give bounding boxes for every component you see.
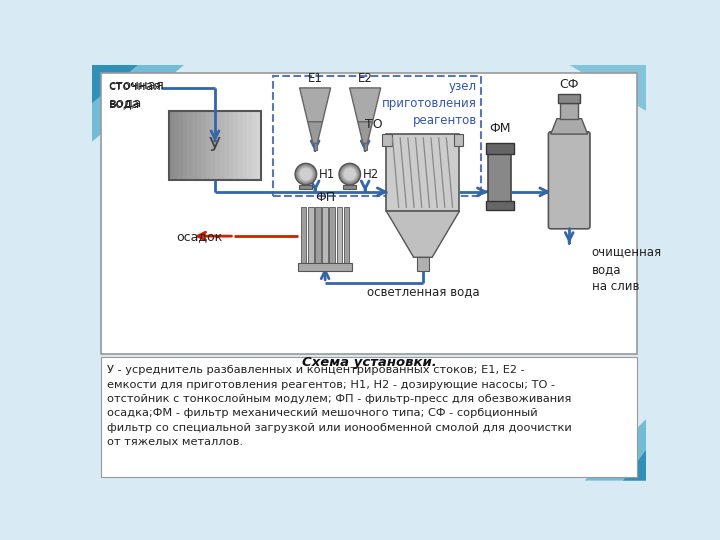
FancyBboxPatch shape	[224, 111, 230, 180]
FancyBboxPatch shape	[308, 207, 314, 265]
FancyBboxPatch shape	[315, 207, 321, 265]
Text: сточная
вода: сточная вода	[109, 79, 165, 109]
Polygon shape	[300, 88, 330, 122]
FancyBboxPatch shape	[183, 111, 188, 180]
Circle shape	[344, 168, 356, 180]
Circle shape	[342, 167, 357, 181]
FancyBboxPatch shape	[298, 264, 353, 271]
FancyBboxPatch shape	[178, 111, 184, 180]
Polygon shape	[307, 122, 323, 143]
FancyBboxPatch shape	[101, 357, 637, 477]
FancyBboxPatch shape	[187, 111, 193, 180]
FancyBboxPatch shape	[101, 72, 637, 354]
Polygon shape	[551, 119, 588, 134]
FancyBboxPatch shape	[233, 111, 239, 180]
Circle shape	[341, 166, 359, 183]
FancyBboxPatch shape	[337, 207, 342, 265]
Text: осадок: осадок	[176, 230, 222, 242]
Text: ТО: ТО	[365, 118, 382, 131]
Circle shape	[297, 165, 315, 183]
Circle shape	[296, 165, 315, 184]
Circle shape	[343, 168, 356, 180]
FancyBboxPatch shape	[206, 111, 211, 180]
Circle shape	[299, 167, 313, 181]
Text: У - усреднитель разбавленных и концентрированных стоков; E1, E2 -
емкости для пр: У - усреднитель разбавленных и концентри…	[107, 365, 572, 447]
FancyBboxPatch shape	[220, 111, 225, 180]
FancyBboxPatch shape	[215, 111, 220, 180]
FancyBboxPatch shape	[417, 257, 429, 271]
Text: Н2: Н2	[363, 167, 379, 181]
Text: Е1: Е1	[307, 72, 323, 85]
Polygon shape	[92, 65, 138, 103]
FancyBboxPatch shape	[382, 134, 392, 146]
Circle shape	[343, 167, 356, 181]
Text: ФМ: ФМ	[489, 122, 510, 135]
Polygon shape	[364, 143, 366, 150]
Text: СФ: СФ	[559, 78, 579, 91]
Polygon shape	[358, 122, 372, 143]
Circle shape	[296, 164, 316, 184]
Text: У: У	[209, 136, 221, 155]
FancyBboxPatch shape	[238, 111, 243, 180]
Text: ФП: ФП	[315, 191, 336, 204]
Circle shape	[300, 168, 312, 180]
Circle shape	[295, 164, 317, 185]
Circle shape	[341, 165, 359, 183]
FancyBboxPatch shape	[486, 201, 514, 210]
FancyBboxPatch shape	[387, 134, 459, 211]
FancyBboxPatch shape	[273, 76, 481, 195]
Polygon shape	[92, 65, 184, 142]
Circle shape	[340, 165, 359, 184]
Text: узел
приготовления
реагентов: узел приготовления реагентов	[382, 80, 477, 127]
Text: осветленная вода: осветленная вода	[366, 285, 480, 298]
FancyBboxPatch shape	[300, 185, 312, 189]
Circle shape	[342, 166, 358, 182]
FancyBboxPatch shape	[488, 147, 511, 205]
Polygon shape	[623, 450, 647, 481]
FancyBboxPatch shape	[256, 111, 262, 180]
FancyBboxPatch shape	[486, 143, 514, 154]
Polygon shape	[585, 419, 647, 481]
FancyBboxPatch shape	[192, 111, 197, 180]
FancyBboxPatch shape	[560, 103, 578, 119]
FancyBboxPatch shape	[197, 111, 202, 180]
FancyBboxPatch shape	[168, 111, 174, 180]
FancyBboxPatch shape	[343, 207, 349, 265]
Text: Н1: Н1	[319, 167, 336, 181]
FancyBboxPatch shape	[248, 111, 253, 180]
Polygon shape	[314, 143, 317, 150]
Polygon shape	[570, 65, 647, 111]
FancyBboxPatch shape	[323, 207, 328, 265]
Polygon shape	[350, 88, 381, 122]
FancyBboxPatch shape	[454, 134, 464, 146]
FancyBboxPatch shape	[559, 94, 580, 103]
Circle shape	[339, 164, 361, 185]
FancyBboxPatch shape	[210, 111, 216, 180]
Text: Схема установки.: Схема установки.	[302, 356, 436, 369]
FancyBboxPatch shape	[252, 111, 257, 180]
Text: сточная
вода: сточная вода	[109, 80, 161, 110]
FancyBboxPatch shape	[343, 185, 356, 189]
Circle shape	[297, 166, 315, 183]
Text: Е2: Е2	[358, 72, 372, 85]
Circle shape	[340, 164, 360, 184]
FancyBboxPatch shape	[201, 111, 207, 180]
FancyBboxPatch shape	[174, 111, 179, 180]
FancyBboxPatch shape	[229, 111, 234, 180]
FancyBboxPatch shape	[301, 207, 307, 265]
Polygon shape	[387, 211, 459, 257]
Text: очищенная
вода
на слив: очищенная вода на слив	[592, 246, 662, 293]
Circle shape	[300, 168, 312, 180]
FancyBboxPatch shape	[243, 111, 248, 180]
Circle shape	[298, 166, 314, 182]
Circle shape	[298, 167, 313, 181]
FancyBboxPatch shape	[549, 132, 590, 229]
FancyBboxPatch shape	[330, 207, 335, 265]
